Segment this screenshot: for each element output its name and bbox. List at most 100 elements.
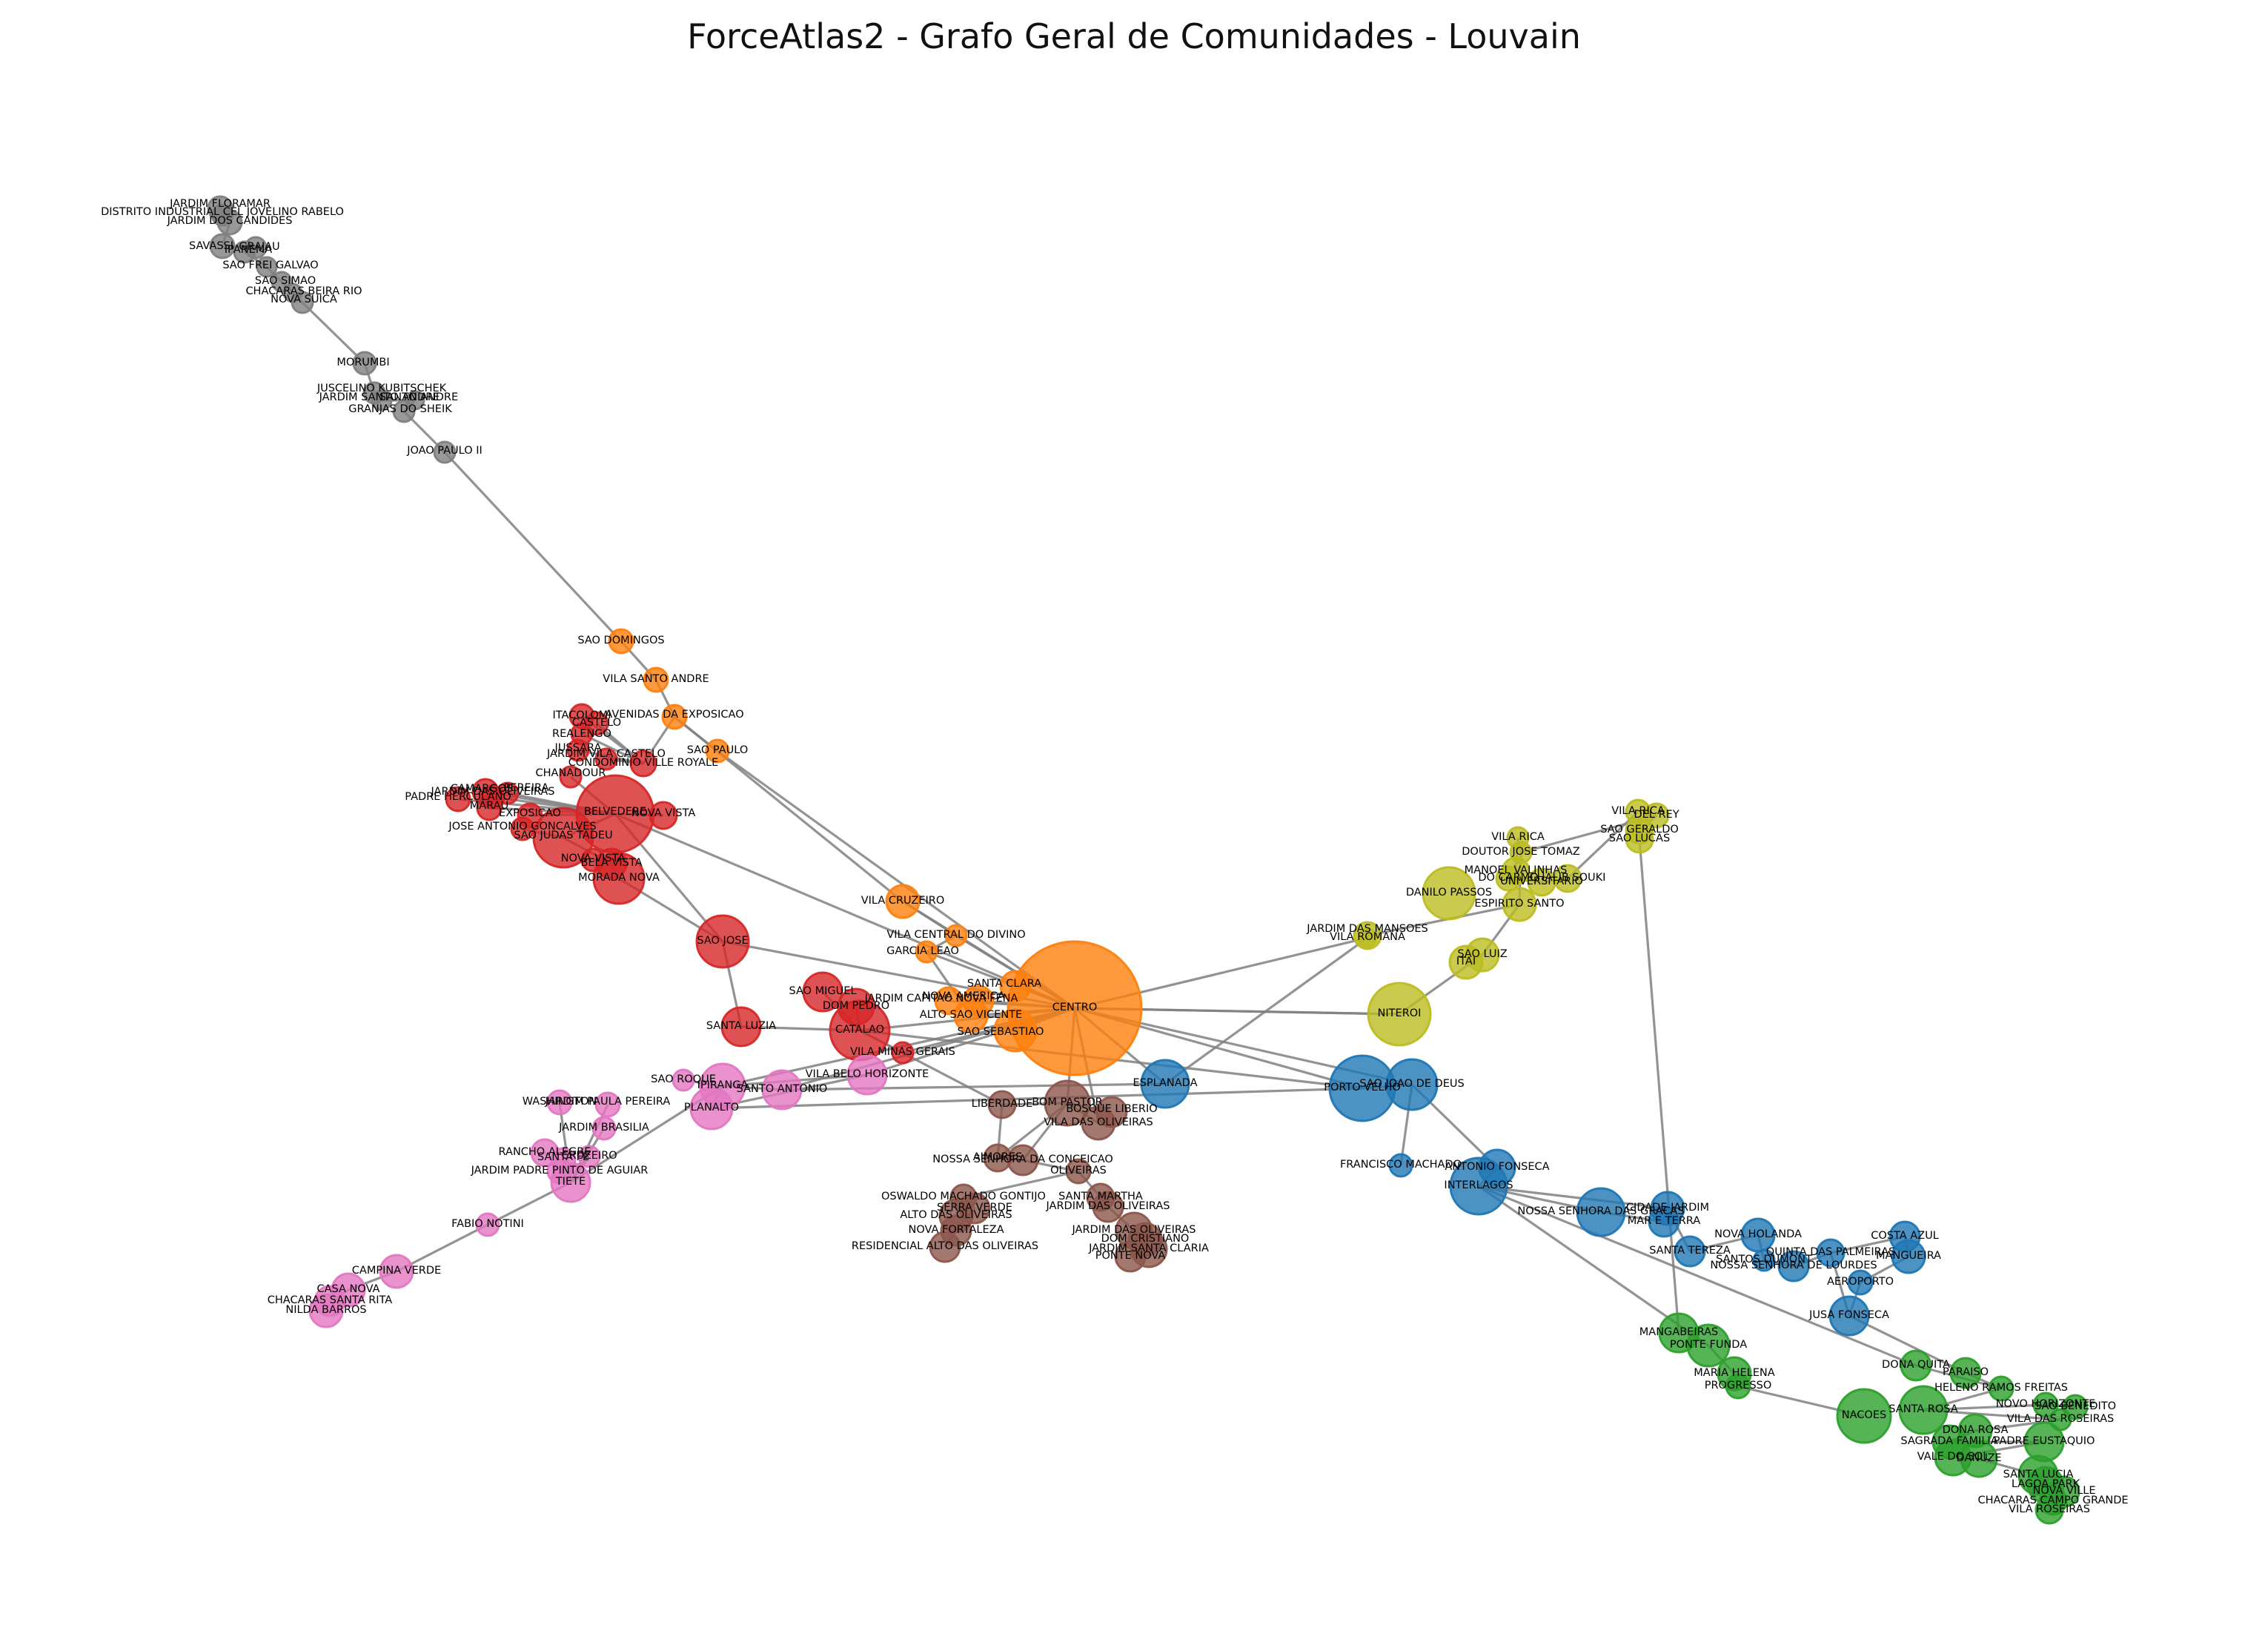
- graph-node: [629, 749, 657, 778]
- graph-edge: [614, 813, 1075, 1010]
- node-label: CHALIB SOUKI: [1530, 872, 1606, 884]
- node-label: OSWALDO MACHADO GONTIJO: [881, 1191, 1046, 1202]
- node-label: DANILO PASSOS: [1406, 887, 1492, 899]
- graph-edge: [1638, 838, 1680, 1334]
- node-label: DEL REY: [1634, 809, 1679, 821]
- graph-node: [352, 351, 377, 376]
- graph-node: [1949, 1357, 1982, 1389]
- node-label: SAO PAULO: [687, 744, 748, 756]
- node-label: CHACARAS SANTA RITA: [268, 1294, 393, 1306]
- graph-node: [987, 1090, 1017, 1119]
- node-label: SAO LUIZ: [1457, 948, 1507, 960]
- node-label: SAO DOMINGOS: [577, 635, 664, 646]
- graph-node: [532, 807, 594, 869]
- node-label: DOUTOR JOSE TOMAZ: [1462, 846, 1580, 858]
- graph-edge: [443, 451, 623, 643]
- node-label: VALE DO SOL: [1917, 1451, 1989, 1463]
- nodes-layer: [207, 195, 2089, 1525]
- node-label: RESIDENCIAL ALTO DAS OLIVEIRAS: [852, 1240, 1038, 1252]
- node-label: NOVA VISTA: [561, 853, 626, 864]
- node-label: JUSCELINO KUBITSCHEK: [316, 383, 447, 394]
- node-label: VILA BELO HORIZONTE: [806, 1068, 929, 1080]
- node-label: VILA MINAS GERAIS: [850, 1046, 955, 1058]
- graph-node: [591, 1116, 617, 1141]
- node-label: JARDIM BRASILIA: [558, 1122, 649, 1134]
- graph-node: [405, 390, 425, 411]
- node-label: JARDIM PADRE PINTO DE AGUIAR: [471, 1165, 649, 1177]
- graph-node: [1847, 1269, 1874, 1296]
- graph-node: [1900, 1349, 1932, 1382]
- node-label: PORTO VELHO: [1324, 1082, 1401, 1093]
- graph-node: [1065, 1158, 1092, 1185]
- node-label: MAR E TERRA: [1628, 1215, 1700, 1227]
- graph-node: [546, 1158, 573, 1185]
- node-label: JARDIM SANTO ANDRE: [319, 391, 440, 403]
- graph-edge: [1848, 1314, 1966, 1374]
- node-label: DONA ROSA: [1943, 1424, 2009, 1436]
- node-label: VILA RICA: [1491, 831, 1545, 843]
- graph-node: [314, 1285, 346, 1317]
- graph-node: [475, 1212, 500, 1237]
- graph-node: [885, 884, 921, 919]
- graph-node: [934, 986, 964, 1016]
- node-label: NOVA VILLE: [2032, 1485, 2095, 1497]
- graph-node: [594, 1091, 621, 1118]
- node-label: GARCIA LEAO: [886, 945, 959, 957]
- node-label: VILA ROMANA: [1330, 931, 1405, 943]
- node-label: NOVA AMERICA: [922, 990, 1005, 1002]
- node-label: JARDIM SANTA CLARIA: [1088, 1242, 1209, 1254]
- node-label: NOVA HOLANDA: [1714, 1228, 1802, 1240]
- graph-node: [1367, 982, 1432, 1047]
- node-label: SANTA CLARA: [967, 978, 1041, 990]
- node-label: QUINTA DAS PALMEIRAS: [1766, 1246, 1895, 1258]
- node-label: JARDIM PAULA PEREIRA: [545, 1096, 671, 1108]
- graph-node: [891, 1041, 915, 1065]
- graph-node: [1095, 1096, 1128, 1128]
- node-label: DONA QUITA: [1882, 1359, 1950, 1371]
- graph-node: [2035, 1495, 2064, 1525]
- node-label: DANUZE: [1956, 1452, 2001, 1464]
- node-label: CASTELO: [572, 717, 621, 729]
- node-label: JUSSARA: [554, 742, 602, 754]
- graph-node: [1357, 927, 1378, 948]
- graph-node: [1388, 1153, 1413, 1178]
- node-label: MANGABEIRAS: [1639, 1326, 1718, 1338]
- node-label: CASA NOVA: [317, 1283, 380, 1295]
- graph-node: [1044, 1079, 1091, 1127]
- graph-node: [661, 704, 688, 730]
- node-label: JARDIM DOS CANDIDES: [167, 215, 293, 227]
- node-label: PARAISO: [1943, 1366, 1989, 1378]
- node-label: JOSE ANTONIO GONCALVES: [448, 821, 596, 833]
- graph-edge: [781, 1082, 1166, 1091]
- graph-node: [594, 747, 618, 771]
- node-label: VILA DAS OLIVEIRAS: [1044, 1116, 1153, 1128]
- node-label: JARDIM DAS OLIVEIRAS: [431, 786, 555, 798]
- node-label: MORUMBI: [336, 357, 389, 368]
- node-label: CIDADE JARDIM: [1626, 1202, 1709, 1214]
- graph-node: [1932, 1424, 1967, 1460]
- node-label: PROGRESSO: [1705, 1380, 1772, 1391]
- graph-node: [915, 940, 938, 964]
- node-label: MARIA HELENA: [1694, 1367, 1774, 1379]
- graph-node: [1502, 887, 1537, 922]
- graph-node: [256, 256, 278, 278]
- chart-title: ForceAtlas2 - Grafo Geral de Comunidades…: [687, 16, 1581, 56]
- node-label: VILA CRUZEIRO: [861, 895, 945, 907]
- node-label: DOM CRISTIANO: [1101, 1233, 1190, 1245]
- graph-edge: [1367, 903, 1520, 937]
- node-label: SANTA LUZIA: [706, 1020, 776, 1032]
- graph-node: [566, 738, 590, 762]
- graph-node: [1478, 1148, 1516, 1187]
- graph-node: [445, 786, 471, 813]
- node-label: VILA DAS ROSEIRAS: [2007, 1413, 2115, 1425]
- graph-node: [1658, 1312, 1700, 1354]
- node-label: CRUZEIRO: [561, 1150, 617, 1162]
- node-label: AEROPORTO: [1827, 1276, 1894, 1288]
- node-label: REALENGO: [552, 728, 611, 740]
- node-label: OLIVEIRAS: [1050, 1165, 1107, 1177]
- node-label: DO CARMO: [1478, 872, 1538, 884]
- node-label: DOM PEDRO: [823, 1000, 889, 1012]
- node-label: SAO MIGUEL: [789, 985, 856, 997]
- node-label: SANTA FE: [537, 1151, 589, 1163]
- graph-node: [695, 914, 750, 969]
